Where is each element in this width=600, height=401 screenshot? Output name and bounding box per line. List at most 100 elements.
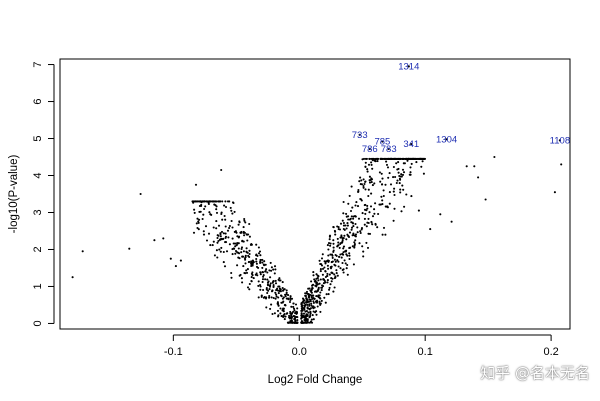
data-point xyxy=(342,227,345,231)
data-point xyxy=(371,184,374,187)
data-point xyxy=(259,259,262,262)
data-point xyxy=(352,217,355,220)
data-point xyxy=(352,215,355,218)
data-point xyxy=(314,311,317,314)
data-point xyxy=(259,285,262,288)
data-point xyxy=(338,228,342,231)
data-point xyxy=(395,162,398,165)
data-point xyxy=(326,264,329,267)
labeled-data-point xyxy=(558,139,562,142)
point-label: 733 xyxy=(352,130,368,141)
data-point xyxy=(238,257,241,260)
data-point xyxy=(343,259,346,262)
y-tick-label: 2 xyxy=(32,246,44,252)
data-point xyxy=(311,284,314,287)
data-point xyxy=(350,228,353,231)
data-point xyxy=(252,277,255,280)
data-point xyxy=(333,277,336,280)
data-point xyxy=(291,320,294,324)
data-point xyxy=(398,182,401,185)
data-point xyxy=(392,190,395,193)
data-point xyxy=(389,183,393,186)
data-point xyxy=(81,250,84,253)
data-point xyxy=(365,225,368,228)
data-point xyxy=(351,245,354,248)
data-point xyxy=(197,220,200,223)
data-point xyxy=(355,201,358,204)
data-point xyxy=(256,274,259,277)
data-point xyxy=(330,271,333,274)
data-point xyxy=(332,239,335,242)
data-point xyxy=(354,215,357,218)
data-point xyxy=(405,193,408,196)
data-point xyxy=(388,172,391,175)
data-point xyxy=(255,257,258,261)
data-point xyxy=(289,297,292,300)
data-point xyxy=(303,299,306,302)
data-point xyxy=(370,161,373,164)
data-point xyxy=(283,318,286,321)
data-point xyxy=(319,278,322,281)
data-point xyxy=(477,176,480,179)
data-point xyxy=(276,309,280,312)
data-point xyxy=(218,248,221,251)
data-point xyxy=(270,266,273,269)
data-point xyxy=(376,226,379,229)
data-point xyxy=(366,207,369,210)
data-point xyxy=(381,177,384,180)
data-point xyxy=(303,305,306,308)
data-point xyxy=(317,279,320,282)
data-point xyxy=(306,303,309,306)
data-point xyxy=(333,263,336,266)
data-point xyxy=(370,181,373,184)
data-point xyxy=(373,182,376,185)
data-point xyxy=(374,157,377,160)
data-point xyxy=(334,275,337,278)
data-point xyxy=(272,268,275,271)
data-point xyxy=(378,171,381,174)
data-point xyxy=(248,288,251,291)
data-point xyxy=(352,234,355,237)
data-point xyxy=(224,236,227,239)
data-point xyxy=(293,318,297,321)
data-point xyxy=(418,157,422,160)
data-point xyxy=(304,292,307,295)
data-point xyxy=(429,228,432,231)
data-point xyxy=(403,205,406,208)
data-point xyxy=(327,293,330,296)
data-point xyxy=(363,223,366,226)
data-point xyxy=(261,280,264,284)
data-point xyxy=(224,225,227,228)
data-point xyxy=(246,268,249,271)
x-axis: -0.1 0.0 0.1 0.2 xyxy=(164,334,559,358)
data-point xyxy=(320,257,324,260)
data-point xyxy=(230,209,233,212)
data-point xyxy=(259,254,262,257)
data-point xyxy=(328,238,331,241)
data-point xyxy=(208,211,211,214)
data-point xyxy=(223,204,226,207)
data-point xyxy=(289,295,292,298)
data-point xyxy=(162,237,165,240)
data-point xyxy=(330,277,333,280)
data-point xyxy=(368,157,371,160)
data-point xyxy=(240,230,243,233)
data-point xyxy=(238,235,241,238)
data-point xyxy=(261,271,265,274)
data-point xyxy=(381,157,384,160)
data-point xyxy=(367,217,370,220)
data-point xyxy=(205,200,208,203)
data-point xyxy=(275,289,278,292)
data-point xyxy=(240,246,244,249)
data-point xyxy=(207,232,211,235)
data-point xyxy=(243,234,246,237)
data-point xyxy=(310,304,313,307)
data-point xyxy=(219,250,222,253)
data-point xyxy=(277,285,280,288)
data-point xyxy=(292,302,295,305)
data-point xyxy=(367,194,370,198)
data-point xyxy=(202,213,205,216)
data-point xyxy=(398,174,401,178)
data-point xyxy=(328,286,331,289)
data-point xyxy=(323,260,326,263)
